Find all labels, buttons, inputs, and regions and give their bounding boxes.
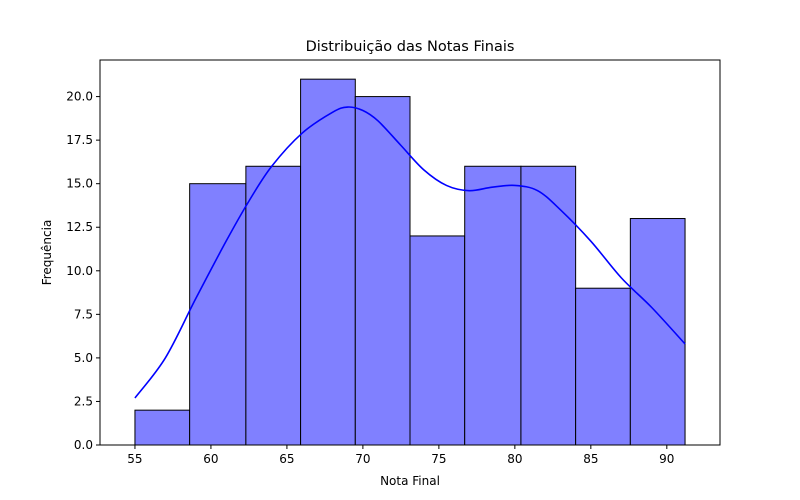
histogram-bar: [134, 409, 191, 446]
histogram-bar: [245, 165, 302, 446]
histogram-bar: [409, 235, 466, 446]
x-tick-label: 55: [127, 452, 142, 466]
x-tick-label: 80: [507, 452, 522, 466]
y-tick-label: 2.5: [74, 394, 93, 408]
histogram-bar: [520, 165, 577, 446]
y-tick-label: 20.0: [66, 90, 93, 104]
bars-group: [134, 78, 686, 446]
histogram-bar: [575, 287, 631, 446]
y-tick-label: 0.0: [74, 438, 93, 452]
kde-group: [134, 106, 686, 399]
plot-frame: [99, 59, 721, 446]
y-axis-ticks: 0.0 2.5 5.0 7.5 10.0 12.5 15.0 17.5 20.0: [66, 90, 100, 452]
x-tick-label: 90: [659, 452, 674, 466]
y-axis-label: Frequência: [40, 220, 54, 286]
y-tick-label: 17.5: [66, 133, 93, 147]
chart-title: Distribuição das Notas Finais: [306, 39, 515, 55]
kde-line: [134, 106, 686, 399]
histogram-bar: [629, 218, 686, 446]
y-tick-label: 5.0: [74, 351, 93, 365]
x-tick-label: 75: [431, 452, 446, 466]
x-axis-label: Nota Final: [380, 474, 440, 488]
x-tick-label: 60: [203, 452, 218, 466]
histogram-bar: [464, 165, 522, 446]
y-tick-label: 12.5: [66, 220, 93, 234]
x-tick-label: 70: [355, 452, 370, 466]
x-axis-ticks: 55 60 65 70 75 80 85 90: [127, 445, 674, 466]
x-tick-label: 65: [279, 452, 294, 466]
histogram-bar: [354, 96, 411, 446]
x-tick-label: 85: [583, 452, 598, 466]
y-tick-label: 7.5: [74, 307, 93, 321]
y-tick-label: 15.0: [66, 177, 93, 191]
histogram-bar: [300, 78, 356, 446]
histogram-bar: [189, 183, 247, 446]
y-tick-label: 10.0: [66, 264, 93, 278]
